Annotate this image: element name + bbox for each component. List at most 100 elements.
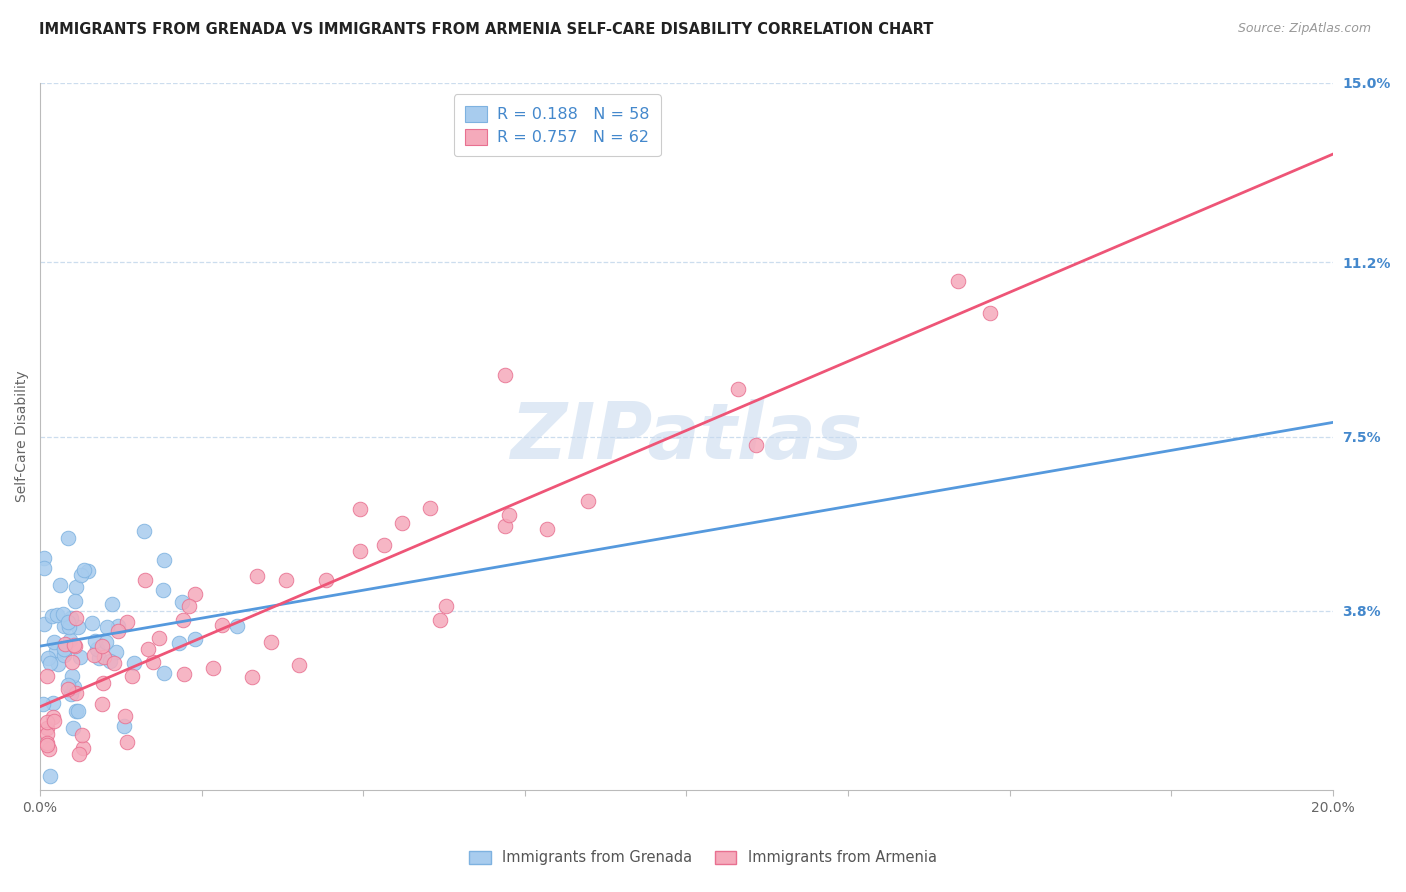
- Point: [39, 657, 62, 671]
- Point: [495, 368, 517, 383]
- Point: [184, 587, 207, 601]
- Point: [136, 642, 159, 657]
- Point: [536, 522, 558, 536]
- Point: [82, 615, 104, 630]
- Point: [979, 306, 1001, 320]
- Point: [72, 740, 94, 755]
- Point: [98, 654, 121, 668]
- Point: [86, 642, 108, 657]
- Point: [349, 543, 371, 558]
- Point: [419, 500, 441, 515]
- Point: [32, 561, 55, 575]
- Point: [35, 668, 58, 682]
- Point: [45, 607, 67, 622]
- Point: [42, 634, 65, 648]
- Point: [101, 597, 124, 611]
- Point: [288, 657, 311, 672]
- Point: [91, 675, 114, 690]
- Point: [52, 648, 75, 662]
- Point: [172, 594, 194, 608]
- Point: [67, 704, 90, 718]
- Point: [32, 551, 55, 566]
- Point: [63, 594, 86, 608]
- Point: [58, 678, 80, 692]
- Text: Source: ZipAtlas.com: Source: ZipAtlas.com: [1237, 22, 1371, 36]
- Point: [114, 708, 136, 723]
- Point: [134, 573, 156, 587]
- Point: [391, 516, 413, 530]
- Point: [35, 727, 58, 741]
- Point: [245, 569, 267, 583]
- Point: [65, 580, 87, 594]
- Point: [48, 578, 70, 592]
- Point: [153, 665, 176, 680]
- Point: [63, 639, 86, 653]
- Point: [576, 494, 599, 508]
- Point: [38, 769, 60, 783]
- Point: [90, 639, 112, 653]
- Point: [434, 599, 457, 613]
- Legend: R = 0.188   N = 58, R = 0.757   N = 62: R = 0.188 N = 58, R = 0.757 N = 62: [454, 95, 661, 156]
- Point: [56, 531, 79, 545]
- Point: [276, 573, 298, 587]
- Point: [60, 687, 83, 701]
- Point: [104, 645, 127, 659]
- Point: [83, 648, 105, 662]
- Point: [73, 563, 96, 577]
- Point: [59, 632, 82, 647]
- Point: [56, 615, 79, 629]
- Point: [226, 619, 249, 633]
- Legend: Immigrants from Grenada, Immigrants from Armenia: Immigrants from Grenada, Immigrants from…: [463, 845, 943, 871]
- Point: [184, 632, 207, 647]
- Point: [96, 620, 118, 634]
- Point: [103, 657, 125, 671]
- Point: [52, 607, 75, 621]
- Point: [37, 722, 59, 736]
- Point: [69, 650, 91, 665]
- Point: [167, 635, 190, 649]
- Point: [745, 438, 768, 452]
- Point: [60, 611, 83, 625]
- Point: [946, 274, 969, 288]
- Point: [67, 620, 90, 634]
- Point: [429, 613, 451, 627]
- Point: [67, 747, 90, 761]
- Point: [260, 635, 283, 649]
- Point: [38, 742, 60, 756]
- Point: [152, 582, 174, 597]
- Point: [35, 736, 58, 750]
- Point: [202, 661, 225, 675]
- Point: [93, 649, 115, 664]
- Text: IMMIGRANTS FROM GRENADA VS IMMIGRANTS FROM ARMENIA SELF-CARE DISABILITY CORRELAT: IMMIGRANTS FROM GRENADA VS IMMIGRANTS FR…: [39, 22, 934, 37]
- Point: [53, 642, 76, 657]
- Point: [142, 655, 165, 669]
- Point: [65, 704, 87, 718]
- Point: [132, 524, 155, 538]
- Point: [46, 657, 69, 672]
- Point: [56, 681, 79, 696]
- Point: [42, 710, 65, 724]
- Point: [44, 714, 66, 728]
- Point: [373, 538, 395, 552]
- Point: [148, 631, 170, 645]
- Point: [62, 681, 84, 695]
- Point: [63, 638, 86, 652]
- Point: [172, 613, 194, 627]
- Point: [84, 634, 107, 648]
- Point: [53, 618, 76, 632]
- Point: [41, 696, 63, 710]
- Point: [349, 502, 371, 516]
- Point: [65, 686, 87, 700]
- Y-axis label: Self-Care Disability: Self-Care Disability: [15, 371, 30, 502]
- Point: [76, 564, 98, 578]
- Point: [32, 617, 55, 632]
- Point: [41, 609, 63, 624]
- Point: [727, 383, 749, 397]
- Point: [53, 641, 76, 656]
- Point: [177, 599, 200, 614]
- Point: [45, 644, 67, 658]
- Point: [62, 721, 84, 735]
- Point: [494, 518, 516, 533]
- Point: [70, 568, 93, 582]
- Point: [65, 611, 87, 625]
